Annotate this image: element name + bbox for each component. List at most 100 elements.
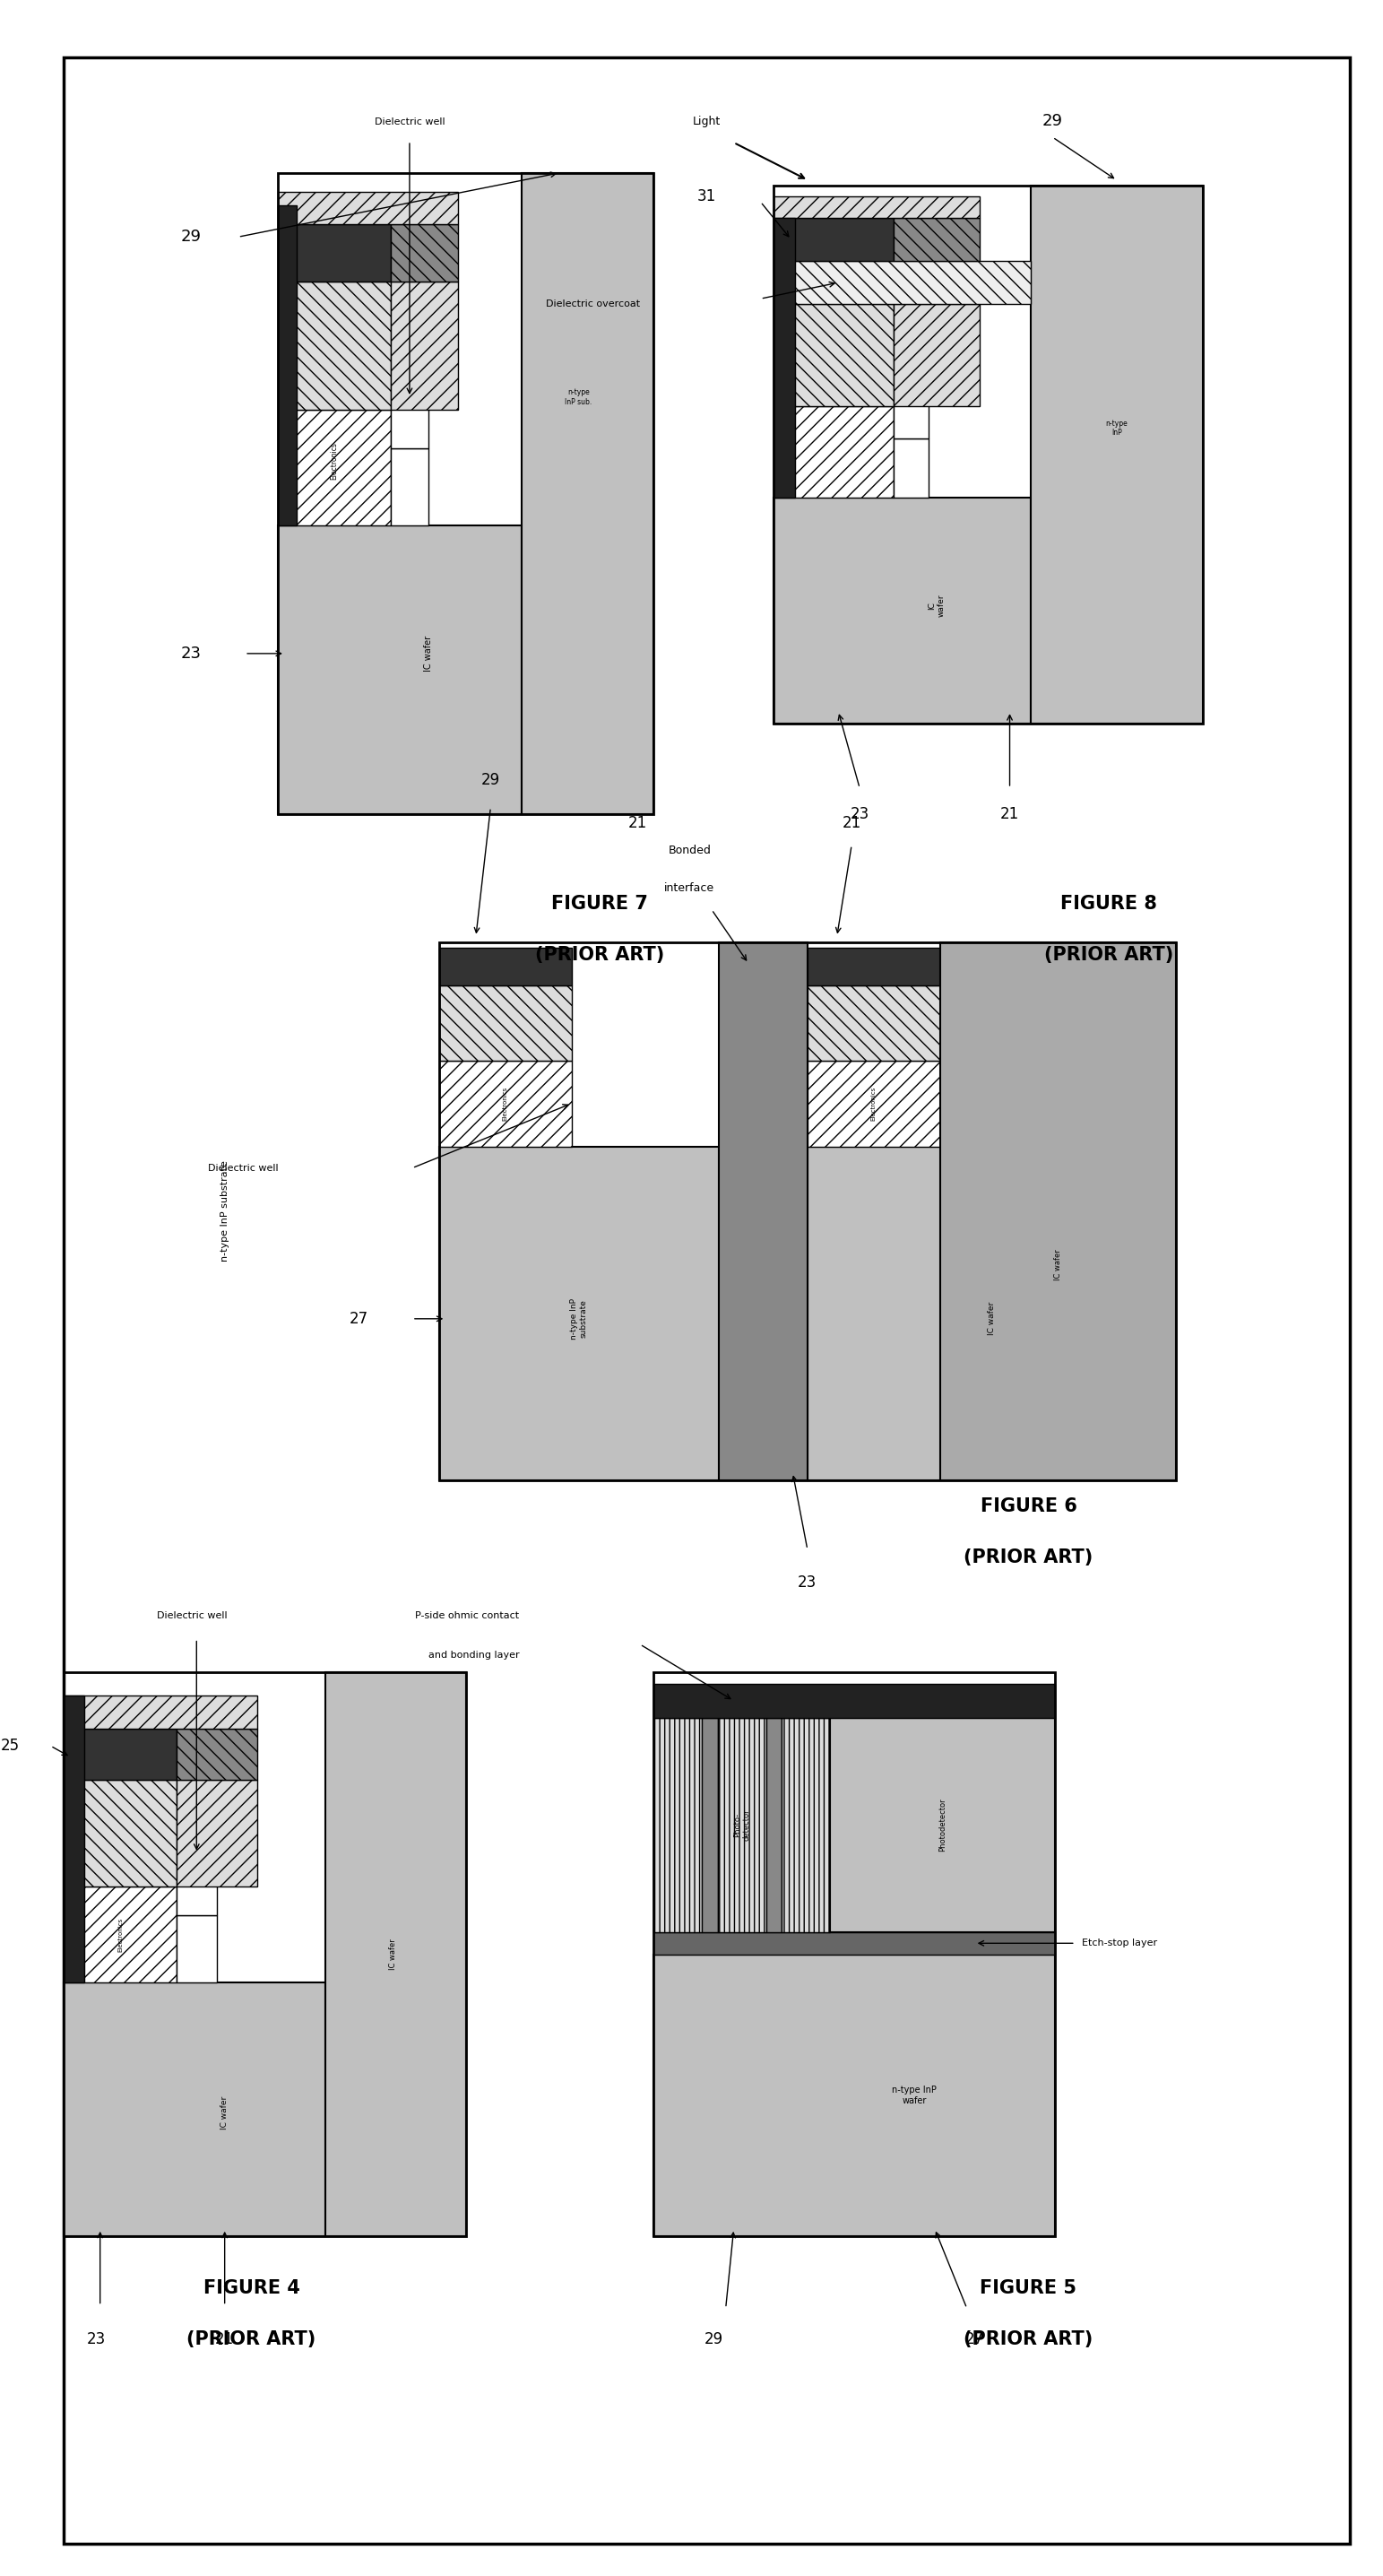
Text: and bonding layer: and bonding layer <box>429 1651 520 1659</box>
Bar <box>64 1695 257 1728</box>
Bar <box>278 193 458 224</box>
Bar <box>718 1718 766 1932</box>
Bar <box>774 304 893 407</box>
Text: (PRIOR ART): (PRIOR ART) <box>964 1548 1093 1566</box>
Bar <box>278 173 653 814</box>
Bar <box>893 438 928 497</box>
Bar <box>391 281 458 410</box>
Bar <box>808 1146 1176 1481</box>
Bar <box>774 219 893 260</box>
Bar <box>177 1914 217 1984</box>
Bar <box>391 404 429 448</box>
Bar <box>808 984 940 1061</box>
Bar <box>774 185 1203 724</box>
Bar <box>808 948 940 984</box>
Bar <box>64 1886 177 1984</box>
Bar <box>64 1695 84 1984</box>
Text: 29: 29 <box>704 2331 723 2347</box>
Bar <box>278 526 521 814</box>
Text: (PRIOR ART): (PRIOR ART) <box>1044 945 1174 963</box>
Text: FIGURE 5: FIGURE 5 <box>981 2280 1077 2298</box>
Bar <box>521 173 653 814</box>
Text: n-type InP
wafer: n-type InP wafer <box>892 2087 936 2105</box>
Text: IC wafer: IC wafer <box>390 1940 397 1971</box>
Text: 29: 29 <box>1043 113 1064 129</box>
Text: FIGURE 4: FIGURE 4 <box>203 2280 300 2298</box>
Text: Photodetector: Photodetector <box>939 1798 947 1852</box>
Bar <box>808 1061 940 1146</box>
Bar <box>830 1718 1055 1932</box>
Bar <box>893 304 979 407</box>
Bar <box>1032 185 1203 724</box>
Text: Bonded: Bonded <box>668 845 711 855</box>
Bar <box>438 984 571 1061</box>
Bar <box>653 1685 1055 1718</box>
Text: FIGURE 6: FIGURE 6 <box>981 1497 1077 1515</box>
Bar <box>719 943 808 1481</box>
Text: Dielectric overcoat: Dielectric overcoat <box>546 299 640 309</box>
Text: 23: 23 <box>87 2331 105 2347</box>
Bar <box>177 1780 257 1886</box>
Text: P-side ohmic contact: P-side ohmic contact <box>415 1613 520 1620</box>
Bar <box>774 407 893 497</box>
Text: (PRIOR ART): (PRIOR ART) <box>964 2331 1093 2347</box>
Bar <box>438 943 1176 1481</box>
Text: FIGURE 7: FIGURE 7 <box>552 894 649 912</box>
Bar <box>701 1718 718 1932</box>
Bar <box>774 196 979 219</box>
Text: 21: 21 <box>628 817 647 832</box>
Bar <box>893 219 979 260</box>
Text: n-type InP substrate: n-type InP substrate <box>220 1162 230 1262</box>
Text: Electronics: Electronics <box>502 1087 508 1121</box>
Text: 21: 21 <box>1000 806 1019 822</box>
Text: 21: 21 <box>842 817 862 832</box>
Text: (PRIOR ART): (PRIOR ART) <box>535 945 664 963</box>
Text: IC wafer: IC wafer <box>221 2097 228 2130</box>
Bar <box>774 219 795 497</box>
Bar <box>438 1061 571 1146</box>
Bar <box>278 224 391 281</box>
Bar <box>653 1718 701 1932</box>
Text: n-type
InP sub.: n-type InP sub. <box>564 389 592 407</box>
Bar <box>278 281 391 410</box>
Bar <box>64 1984 325 2236</box>
Bar <box>653 1955 1055 2236</box>
Text: IC wafer: IC wafer <box>1054 1249 1062 1280</box>
Bar <box>325 1672 466 2236</box>
Text: Electronics: Electronics <box>118 1917 123 1953</box>
Text: Dielectric well: Dielectric well <box>158 1613 228 1620</box>
Bar <box>766 1718 781 1932</box>
Text: n-type
InP: n-type InP <box>1106 420 1129 435</box>
Bar <box>781 1718 830 1932</box>
Text: 25: 25 <box>1 1739 19 1754</box>
Text: IC wafer: IC wafer <box>987 1301 996 1334</box>
Text: IC wafer: IC wafer <box>423 636 433 672</box>
Bar <box>774 497 1032 724</box>
Bar <box>64 1672 466 2236</box>
Bar <box>278 206 297 526</box>
Bar <box>653 1672 1055 2236</box>
Text: interface: interface <box>664 881 715 894</box>
Text: FIGURE 8: FIGURE 8 <box>1061 894 1158 912</box>
Bar <box>653 1932 1055 1955</box>
Text: Etch-stop layer: Etch-stop layer <box>1082 1940 1158 1947</box>
Text: Photo-
detector: Photo- detector <box>733 1808 751 1842</box>
Text: Electronics: Electronics <box>871 1087 877 1121</box>
Bar <box>438 1146 719 1481</box>
Text: Dielectric well: Dielectric well <box>207 1164 278 1172</box>
Text: Electronics: Electronics <box>331 443 339 479</box>
Text: 23: 23 <box>851 806 869 822</box>
Text: 29: 29 <box>481 773 501 788</box>
Text: 27: 27 <box>349 1311 368 1327</box>
Bar <box>391 224 458 281</box>
Bar <box>64 1780 177 1886</box>
Bar <box>64 1728 177 1780</box>
Text: IC
wafer: IC wafer <box>928 595 946 618</box>
Bar <box>438 948 571 984</box>
Bar <box>774 260 1032 304</box>
Bar <box>391 448 429 526</box>
Text: 31: 31 <box>697 188 716 204</box>
Text: 27: 27 <box>965 2331 985 2347</box>
Text: 29: 29 <box>181 229 202 245</box>
Bar <box>177 1728 257 1780</box>
